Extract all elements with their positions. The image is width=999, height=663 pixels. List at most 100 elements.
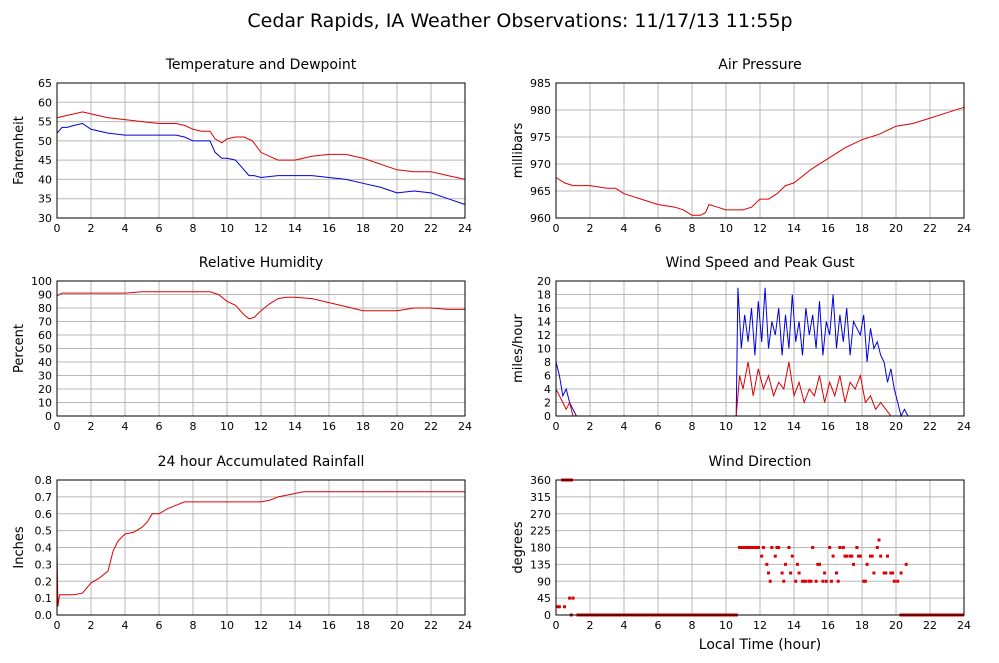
y-tick-label: 360 [530, 474, 551, 487]
data-point [795, 562, 799, 566]
x-tick-label: 6 [156, 222, 163, 235]
data-point [889, 571, 893, 575]
data-point [845, 554, 849, 558]
x-tick-label: 20 [889, 222, 903, 235]
chart-title: Temperature and Dewpoint [165, 57, 357, 73]
y-tick-label: 40 [38, 173, 52, 186]
y-tick-label: 20 [38, 383, 52, 396]
data-point [811, 546, 815, 549]
x-tick-label: 20 [390, 619, 404, 632]
y-axis-label: millibars [511, 123, 526, 179]
data-point [862, 579, 866, 583]
y-tick-label: 8 [544, 356, 551, 369]
data-point [877, 538, 881, 542]
y-tick-label: 4 [544, 383, 551, 396]
data-point [775, 546, 779, 549]
y-tick-label: 14 [537, 316, 551, 329]
data-point [780, 571, 784, 575]
y-tick-label: 0.5 [35, 525, 53, 538]
data-point [863, 579, 867, 583]
data-point [828, 546, 832, 549]
y-tick-label: 10 [537, 343, 551, 356]
series-line-1 [56, 122, 466, 205]
data-point [858, 554, 862, 558]
x-tick-label: 12 [254, 420, 268, 433]
chart-title: 24 hour Accumulated Rainfall [158, 454, 365, 470]
x-tick-label: 18 [855, 619, 869, 632]
x-tick-label: 18 [855, 420, 869, 433]
series-line-0 [56, 491, 465, 607]
data-point [899, 571, 903, 575]
x-tick-label: 24 [458, 619, 472, 632]
x-tick-label: 14 [288, 619, 302, 632]
x-tick-label: 18 [356, 420, 370, 433]
x-tick-label: 0 [54, 619, 61, 632]
chart-wdir: 0 2 4 6 8 10 12 14 16 18 20 22 240459013518022527031… [511, 454, 971, 632]
y-tick-label: 65 [38, 77, 52, 90]
x-tick-label: 12 [753, 222, 767, 235]
y-tick-label: 0 [544, 609, 551, 622]
data-point [787, 546, 791, 549]
x-tick-label: 12 [254, 222, 268, 235]
data-point [790, 554, 794, 558]
y-tick-label: 6 [544, 370, 551, 383]
y-axis-label: Fahrenheit [12, 116, 27, 185]
data-point [829, 579, 833, 583]
data-point [571, 596, 575, 600]
y-tick-label: 0.2 [35, 575, 53, 588]
x-tick-label: 6 [655, 420, 662, 433]
y-tick-label: 975 [530, 131, 551, 144]
data-point [875, 546, 879, 549]
plot-frame [555, 280, 965, 417]
y-tick-label: 50 [38, 343, 52, 356]
y-axis-label: miles/hour [511, 313, 526, 382]
y-tick-label: 0.8 [35, 474, 53, 487]
data-point [794, 579, 798, 583]
x-tick-label: 6 [156, 420, 163, 433]
y-tick-label: 50 [38, 135, 52, 148]
data-point [818, 562, 821, 566]
x-tick-label: 8 [190, 619, 197, 632]
chart-temp: 0 2 4 6 8 10 12 14 16 18 20 22 243035404550556065Tem… [12, 57, 472, 235]
y-tick-label: 40 [38, 356, 52, 369]
data-point [823, 571, 827, 575]
x-tick-label: 22 [424, 619, 438, 632]
plot-frame [555, 479, 965, 616]
data-point [841, 546, 845, 549]
y-axis-label: Inches [12, 526, 27, 568]
x-tick-label: 24 [957, 420, 971, 433]
data-point [784, 562, 787, 566]
y-tick-label: 30 [38, 370, 52, 383]
x-tick-label: 4 [621, 619, 628, 632]
x-tick-label: 14 [787, 420, 801, 433]
chart-rain: 0 2 4 6 8 10 12 14 16 18 20 22 240.00.10.20.30.40.50… [12, 454, 472, 632]
plot-frame [56, 280, 466, 417]
y-tick-label: 16 [537, 302, 551, 315]
y-tick-label: 970 [530, 158, 551, 171]
x-tick-label: 20 [889, 619, 903, 632]
series-line-0 [56, 291, 465, 320]
y-tick-label: 2 [544, 397, 551, 410]
y-tick-label: 135 [530, 558, 551, 571]
series-line-0 [56, 111, 466, 180]
data-point [872, 571, 876, 575]
chart-wind: 0 2 4 6 8 10 12 14 16 18 20 22 2402468101214161820Wi… [511, 255, 971, 433]
y-axis-label: degrees [511, 521, 526, 574]
y-tick-label: 315 [530, 491, 551, 504]
y-tick-label: 0.4 [35, 542, 53, 555]
y-tick-label: 55 [38, 116, 52, 129]
data-point [777, 546, 781, 549]
data-point [870, 554, 874, 558]
x-tick-label: 10 [220, 619, 234, 632]
y-tick-label: 0.0 [35, 609, 53, 622]
x-tick-label: 16 [322, 420, 336, 433]
y-tick-label: 225 [530, 525, 551, 538]
data-point [857, 554, 861, 558]
y-tick-label: 980 [530, 104, 551, 117]
x-tick-label: 8 [190, 222, 197, 235]
data-point [556, 605, 560, 609]
y-tick-label: 20 [537, 275, 551, 288]
y-tick-label: 0 [544, 410, 551, 423]
chart-rh: 0 2 4 6 8 10 12 14 16 18 20 22 240102030405060708090… [12, 255, 472, 433]
x-tick-label: 8 [689, 420, 696, 433]
